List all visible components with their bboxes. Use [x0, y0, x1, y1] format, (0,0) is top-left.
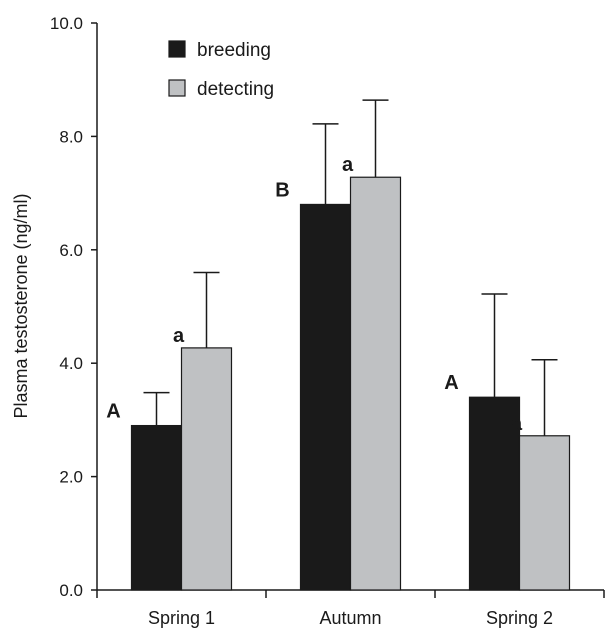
x-category-label: Spring 2: [486, 608, 553, 628]
legend-label-detecting: detecting: [197, 79, 274, 100]
y-axis-label: Plasma testosterone (ng/ml): [11, 193, 31, 418]
x-category-label: Spring 1: [148, 608, 215, 628]
significance-label-detecting: a: [342, 154, 354, 176]
significance-labels: Aa Ba Aa: [106, 154, 523, 435]
legend-label-breeding: breeding: [197, 40, 271, 61]
x-category-label: Autumn: [319, 608, 381, 628]
bar-detecting: [349, 176, 402, 591]
significance-label-breeding: A: [106, 401, 120, 423]
y-tick-label: 2.0: [59, 468, 83, 487]
y-tick-label: 4.0: [59, 354, 83, 373]
bar-breeding: [299, 203, 352, 591]
bars: [130, 176, 571, 591]
legend: breeding detecting: [168, 40, 274, 100]
y-tick-label: 0.0: [59, 581, 83, 600]
y-axis: 0.0 2.0 4.0 6.0 8.0 10.0: [50, 14, 98, 600]
y-tick-label: 8.0: [59, 127, 83, 146]
error-bars: [143, 99, 558, 436]
x-axis: Spring 1 Autumn Spring 2: [96, 589, 605, 628]
legend-swatch-breeding: [168, 40, 186, 58]
significance-label-breeding: A: [444, 372, 458, 394]
y-tick-label: 10.0: [50, 14, 83, 33]
y-tick-label: 6.0: [59, 241, 83, 260]
significance-label-detecting: a: [173, 325, 185, 347]
significance-label-breeding: B: [275, 179, 289, 201]
legend-swatch-detecting: [168, 79, 186, 97]
bar-detecting: [518, 435, 571, 591]
bar-detecting: [180, 347, 233, 591]
bar-breeding: [130, 424, 183, 591]
significance-label-detecting: a: [511, 413, 523, 435]
bar-breeding: [468, 396, 521, 591]
